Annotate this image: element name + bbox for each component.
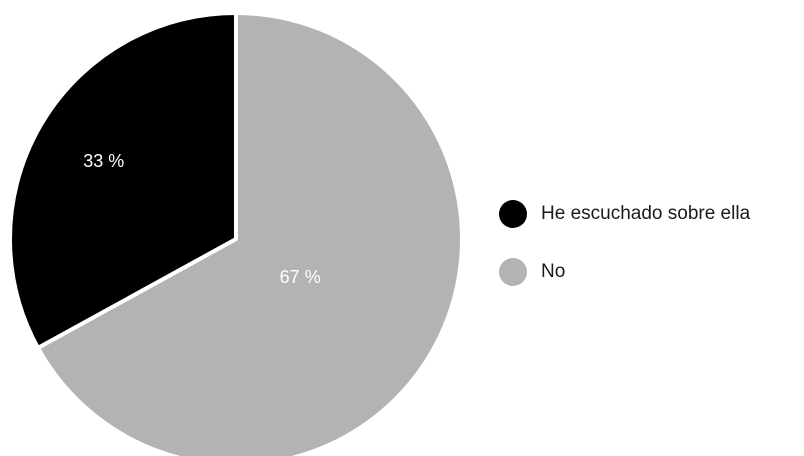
pie-labels: 67 % 33 % — [83, 151, 321, 287]
pie-label-no: 67 % — [280, 267, 321, 287]
pie-chart: 67 % 33 % — [8, 11, 464, 456]
legend-item-heard: He escuchado sobre ella — [499, 199, 750, 229]
pie-slice-heard — [8, 11, 238, 350]
legend-item-no: No — [499, 257, 750, 287]
legend-swatch-no — [499, 258, 527, 286]
legend-label-no: No — [541, 261, 566, 282]
pie-slices — [8, 11, 464, 456]
pie-label-heard: 33 % — [83, 151, 124, 171]
pie-slice-no — [35, 11, 464, 456]
legend-label-heard: He escuchado sobre ella — [541, 203, 751, 224]
legend-swatch-heard — [499, 200, 527, 228]
legend: He escuchado sobre ella No — [499, 199, 750, 287]
